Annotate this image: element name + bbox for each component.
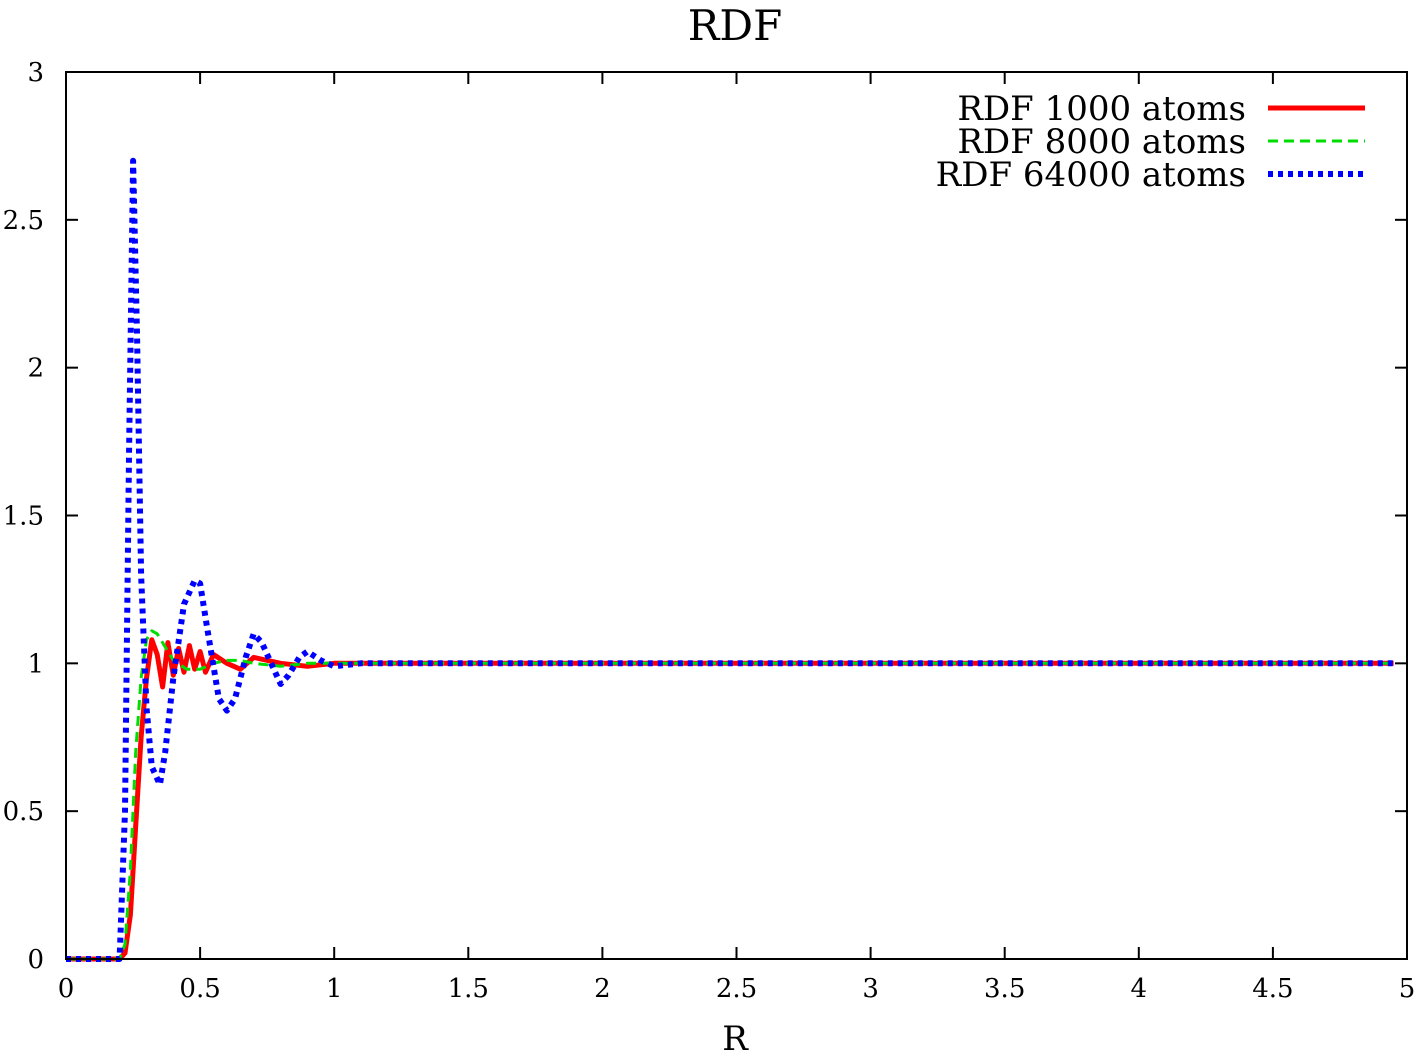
plot-frame (65, 71, 1408, 960)
y-tick-label: 2 (27, 354, 44, 384)
chart-title: RDF (688, 1, 782, 50)
legend-label-3: RDF 64000 atoms (936, 155, 1246, 195)
x-tick-label: 1.5 (448, 974, 489, 1004)
legend-label-1: RDF 1000 atoms (957, 89, 1246, 129)
series-line-3 (66, 157, 1394, 962)
y-tick-label: 0 (27, 945, 44, 975)
x-tick-label: 1 (326, 974, 343, 1004)
y-tick-label: 1 (27, 649, 44, 679)
x-tick-label: 2 (594, 974, 611, 1004)
x-tick-label: 3.5 (984, 974, 1025, 1004)
x-tick-label: 0.5 (179, 974, 220, 1004)
x-tick-label: 0 (58, 974, 75, 1004)
series-line-2 (66, 629, 1394, 961)
y-tick-label: 0.5 (3, 797, 44, 827)
x-axis-label: R (722, 1019, 749, 1059)
series-line-1 (66, 637, 1394, 962)
x-tick-label: 4 (1131, 974, 1148, 1004)
x-tick-label: 3 (862, 974, 879, 1004)
y-tick-label: 1.5 (3, 502, 44, 532)
x-tick-label: 2.5 (716, 974, 757, 1004)
x-tick-label: 5 (1399, 974, 1416, 1004)
legend-label-2: RDF 8000 atoms (957, 122, 1246, 162)
y-tick-label: 2.5 (3, 206, 44, 236)
x-tick-label: 4.5 (1252, 974, 1293, 1004)
y-tick-label: 3 (27, 58, 44, 88)
plot-series-group (66, 157, 1394, 962)
axis-ticks-group: 0 0.5 1 1.5 2 2.5 3 3.5 4 4.5 5 0 0.5 1 1.5 2 2.5 3 (3, 58, 1416, 1004)
